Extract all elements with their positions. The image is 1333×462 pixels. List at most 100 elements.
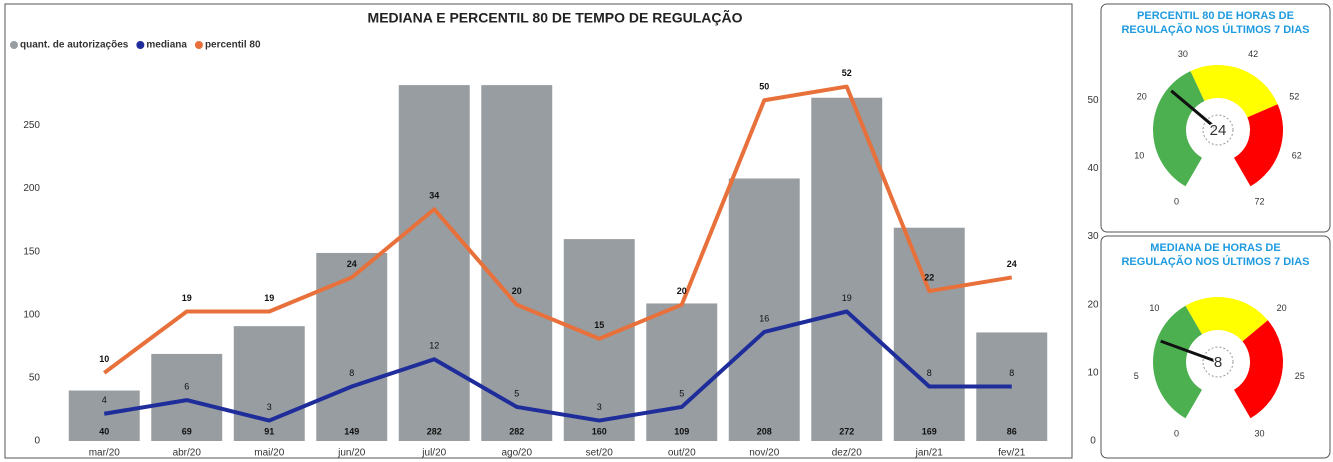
gauge-tick-label: 62 <box>1292 150 1302 160</box>
gauge-tick-label: 25 <box>1295 371 1305 381</box>
x-tick-label: mai/20 <box>254 448 284 459</box>
line-label: 22 <box>924 272 934 282</box>
bar-label: 86 <box>1007 426 1017 436</box>
line-label: 24 <box>347 259 357 269</box>
line-label: 34 <box>429 191 439 201</box>
bar-label: 208 <box>757 426 772 436</box>
gauge-tick-label: 30 <box>1178 49 1188 59</box>
line-label: 8 <box>927 368 932 378</box>
chart-title: MEDIANA E PERCENTIL 80 DE TEMPO DE REGUL… <box>368 9 743 26</box>
bar-label: 160 <box>592 426 607 436</box>
x-tick-label: jun/20 <box>337 448 366 459</box>
gauge-tick-label: 0 <box>1174 196 1179 206</box>
bar <box>233 326 305 441</box>
y2-tick-label: 0 <box>1090 436 1096 447</box>
gauge-tick-label: 0 <box>1174 428 1179 438</box>
y-tick-label: 150 <box>23 246 40 257</box>
gauge-band <box>1234 104 1283 187</box>
gauge-tick-label: 20 <box>1137 92 1147 102</box>
y2-tick-label: 50 <box>1087 95 1099 106</box>
gauge-needle <box>1160 339 1219 364</box>
bar-label: 109 <box>674 426 689 436</box>
bar-label: 282 <box>427 426 442 436</box>
bar <box>728 178 800 441</box>
y-tick-label: 250 <box>23 120 40 131</box>
gauge-band <box>1153 71 1205 187</box>
legend-label: mediana <box>146 40 187 51</box>
bar-label: 91 <box>264 426 274 436</box>
y-tick-label: 0 <box>34 436 40 447</box>
gauge-tick-label: 72 <box>1254 196 1264 206</box>
bar <box>398 85 470 441</box>
line <box>103 84 1013 375</box>
x-tick-label: out/20 <box>668 448 696 459</box>
bar <box>68 390 140 441</box>
y2-tick-label: 20 <box>1087 299 1099 310</box>
bar <box>151 353 223 441</box>
legend-marker <box>194 41 203 49</box>
legend-label: percentil 80 <box>205 40 261 51</box>
x-tick-label: jan/21 <box>915 448 944 459</box>
y-tick-label: 50 <box>29 373 41 384</box>
legend-marker <box>136 41 145 49</box>
line-label: 8 <box>1009 368 1014 378</box>
line-label: 3 <box>267 402 272 412</box>
bar <box>893 227 965 441</box>
gauge-title: PERCENTIL 80 DE HORAS DE REGULAÇÃO NOS Ú… <box>1121 10 1310 36</box>
bar <box>646 303 718 441</box>
line <box>103 309 1012 423</box>
bar <box>811 97 883 442</box>
bar <box>316 252 388 441</box>
line-label: 5 <box>679 388 684 398</box>
x-tick-label: abr/20 <box>173 448 202 459</box>
y-tick-label: 200 <box>23 183 40 194</box>
gauge-tick-label: 30 <box>1254 428 1264 438</box>
x-tick-label: jul/20 <box>421 448 446 459</box>
line-label: 20 <box>677 286 687 296</box>
line-label: 10 <box>99 354 109 364</box>
y2-tick-label: 30 <box>1087 231 1099 242</box>
line-label: 4 <box>102 395 107 405</box>
bar-label: 40 <box>99 426 109 436</box>
line-label: 12 <box>429 341 439 351</box>
line-label: 6 <box>184 381 189 391</box>
y-tick-label: 100 <box>23 309 40 320</box>
line-label: 50 <box>759 82 769 92</box>
x-tick-label: set/20 <box>586 448 614 459</box>
line-label: 19 <box>842 293 852 303</box>
gauge-tick-label: 10 <box>1134 150 1144 160</box>
gauge-tick-label: 10 <box>1149 303 1159 313</box>
x-tick-label: fev/21 <box>998 448 1026 459</box>
gauge-value: 8 <box>1214 354 1222 371</box>
x-tick-label: mar/20 <box>89 448 121 459</box>
main-panel <box>4 3 1073 459</box>
bar-label: 272 <box>839 426 854 436</box>
gauge-needle <box>1170 89 1219 132</box>
gauge-tick-label: 5 <box>1134 371 1139 381</box>
x-tick-label: nov/20 <box>749 448 779 459</box>
bar-label: 69 <box>182 426 192 436</box>
line-label: 52 <box>842 68 852 78</box>
line-label: 24 <box>1007 259 1017 269</box>
line-label: 3 <box>597 402 602 412</box>
gauge-band <box>1153 305 1202 419</box>
line-label: 19 <box>264 293 274 303</box>
line-label: 19 <box>182 293 192 303</box>
gauge-panel <box>1100 235 1331 459</box>
line-label: 16 <box>759 313 769 323</box>
gauge-tick-label: 42 <box>1248 49 1258 59</box>
bar-label: 169 <box>922 426 937 436</box>
bar-label: 149 <box>344 426 359 436</box>
legend-label: quant. de autorizações <box>20 40 129 51</box>
gauge-tick-label: 20 <box>1277 303 1287 313</box>
y2-tick-label: 40 <box>1087 163 1099 174</box>
line-label: 5 <box>514 388 519 398</box>
y2-tick-label: 10 <box>1087 367 1099 378</box>
gauge-band <box>1185 297 1268 342</box>
line-label: 15 <box>594 320 604 330</box>
x-tick-label: ago/20 <box>501 448 532 459</box>
gauge-title: MEDIANA DE HORAS DE REGULAÇÃO NOS ÚLTIMO… <box>1121 242 1310 268</box>
gauge-band <box>1234 320 1283 419</box>
